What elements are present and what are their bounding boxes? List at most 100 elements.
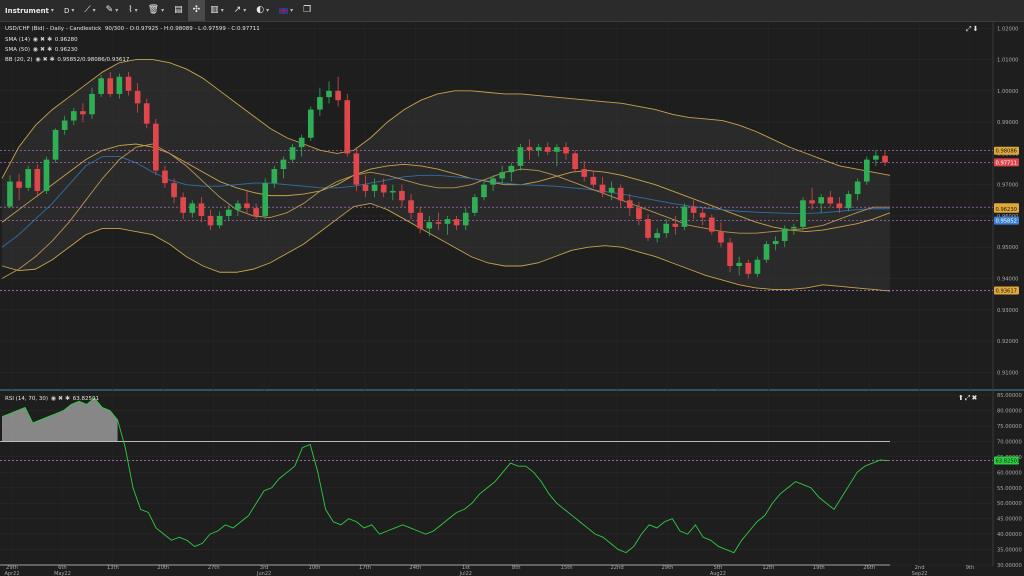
x-tick-label: 17th (359, 565, 371, 571)
eye-icon[interactable]: ◉ (32, 36, 39, 43)
arrow-down-icon[interactable]: ⬇ (972, 25, 980, 33)
eye-icon[interactable]: ◉ (50, 395, 56, 402)
settings-icon[interactable]: ✱ (65, 395, 71, 402)
rsi-y-tick-label: 30.00000 (997, 563, 1022, 569)
x-tick-sublabel: Apr22 (4, 571, 19, 576)
price-tag-bb-lower (994, 286, 1019, 295)
settings-icon[interactable]: ✱ (47, 46, 53, 53)
eye-icon[interactable]: ◉ (35, 56, 41, 63)
y-tick-label: 0.92000 (997, 339, 1018, 345)
candle-body (654, 233, 660, 238)
x-tick-label: 3rd (260, 565, 269, 571)
legend-sma14: SMA (14) ◉ ✖ ✱ 0.96280 (5, 36, 78, 43)
close-icon[interactable]: ✖ (971, 394, 979, 402)
candle-body (70, 111, 77, 121)
candle-body (535, 147, 542, 151)
rsi-y-tick-label: 80.00000 (997, 409, 1022, 415)
x-tick-label: 22nd (610, 565, 623, 571)
candle-body (572, 153, 578, 170)
sma50-line (1, 156, 890, 248)
chevron-down-icon: ▾ (115, 7, 119, 14)
settings-icon[interactable]: ✱ (49, 56, 55, 63)
y-tick-label: 0.94000 (997, 277, 1018, 283)
indicator-tool-button[interactable]: ⌇ ▾ (123, 0, 142, 21)
candle-body (362, 184, 369, 191)
bollinger-upper-line (1, 59, 891, 179)
chart-canvas[interactable]: 1.020001.010001.000000.990000.980000.970… (0, 22, 1024, 576)
rsi-value-tag-text: 63.82501 (996, 459, 1021, 465)
candle-body (727, 242, 733, 266)
price-tag-text: 0.98086 (996, 149, 1017, 155)
candle-body (763, 244, 770, 260)
candle-body (599, 184, 606, 193)
close-icon[interactable]: ✖ (40, 46, 46, 53)
candle-body (873, 155, 879, 160)
trash-icon: 🗑 (147, 5, 160, 15)
delete-button[interactable]: 🗑 ▾ (143, 0, 169, 21)
close-icon[interactable]: ✖ (57, 395, 63, 402)
theme-button[interactable]: ◐ ▾ (251, 0, 274, 21)
pencil-icon: ✎ (105, 5, 114, 15)
candle-body (61, 120, 68, 130)
settings-icon[interactable]: ✱ (47, 36, 53, 43)
instrument-menu[interactable]: Instrument ▾ (0, 0, 59, 21)
x-tick-label: 10th (309, 565, 321, 571)
arrow-up-icon[interactable]: ⬆ (958, 394, 965, 402)
candle-body (344, 100, 351, 154)
candle-body (125, 76, 132, 91)
candle-body (472, 197, 478, 213)
rsi-y-tick-label: 75.00000 (997, 424, 1022, 430)
rsi-pane-controls: ⬆⤢✖ (958, 394, 978, 403)
draw-tool-button[interactable]: ✎ ▾ (101, 0, 124, 21)
price-tag-last (994, 158, 1019, 167)
expand-icon[interactable]: ⤢ (964, 394, 972, 402)
x-tick-label: 13th (107, 565, 119, 571)
language-button[interactable]: ▾ (274, 0, 298, 21)
price-tag-text: 0.97711 (996, 160, 1017, 166)
y-tick-label: 0.99000 (997, 120, 1018, 126)
candle-body (718, 231, 724, 243)
chart-type-button[interactable]: ▥ ▾ (205, 0, 229, 21)
bollinger-mid-line (1, 143, 891, 233)
share-button[interactable]: ↗ ▾ (229, 0, 252, 21)
candle-body (389, 190, 396, 193)
candle-body (43, 159, 50, 191)
candle-body (298, 137, 305, 148)
candle-body (781, 228, 788, 241)
window-icon: ❐ (303, 5, 312, 15)
eye-icon[interactable]: ◉ (32, 46, 39, 53)
candle-body (490, 178, 496, 185)
candle-body (271, 169, 278, 184)
line-tool-button[interactable]: ⟋ ▾ (79, 0, 100, 21)
trend-line-icon: ⟋ (84, 5, 91, 15)
candle-body (307, 109, 314, 138)
timeframe-menu[interactable]: D ▾ (59, 0, 79, 21)
expand-icon[interactable]: ⤢ (966, 25, 973, 33)
chart-background (0, 22, 1024, 576)
price-tag-text: 0.93617 (996, 288, 1017, 294)
layout-button[interactable]: ▤ (169, 0, 188, 21)
legend-rsi-label: RSI (14, 70, 30) (5, 396, 48, 402)
legend-main: USD/CHF (Bid) - Daily - Candlestick 90/3… (5, 26, 260, 32)
candle-body (25, 169, 32, 188)
legend-main-title: USD/CHF (Bid) - Daily - Candlestick (5, 26, 102, 32)
price-tag-sma50 (994, 204, 1019, 213)
candle-body (189, 203, 196, 213)
x-tick-label: 9th (966, 565, 975, 571)
layout-icon: ▤ (174, 5, 183, 15)
crosshair-button[interactable]: ✣ (187, 0, 206, 21)
candle-body (544, 147, 551, 152)
window-button[interactable]: ❐ (298, 0, 316, 21)
candle-body (98, 78, 104, 94)
rsi-line (1, 397, 889, 554)
legend-bb: BB (20, 2) ◉ ✖ ✱ 0.95852/0.98086/0.93617 (5, 56, 129, 63)
candle-body (736, 262, 742, 266)
legend-bb-label: BB (20, 2) (5, 57, 33, 63)
close-icon[interactable]: ✖ (42, 56, 48, 63)
candle-body (708, 217, 715, 232)
rsi-y-tick-label: 85.00000 (997, 393, 1022, 399)
price-tag-text: 0.96230 (996, 207, 1017, 213)
close-icon[interactable]: ✖ (40, 36, 46, 43)
chevron-down-icon: ▾ (71, 7, 75, 14)
candle-body (663, 223, 670, 234)
